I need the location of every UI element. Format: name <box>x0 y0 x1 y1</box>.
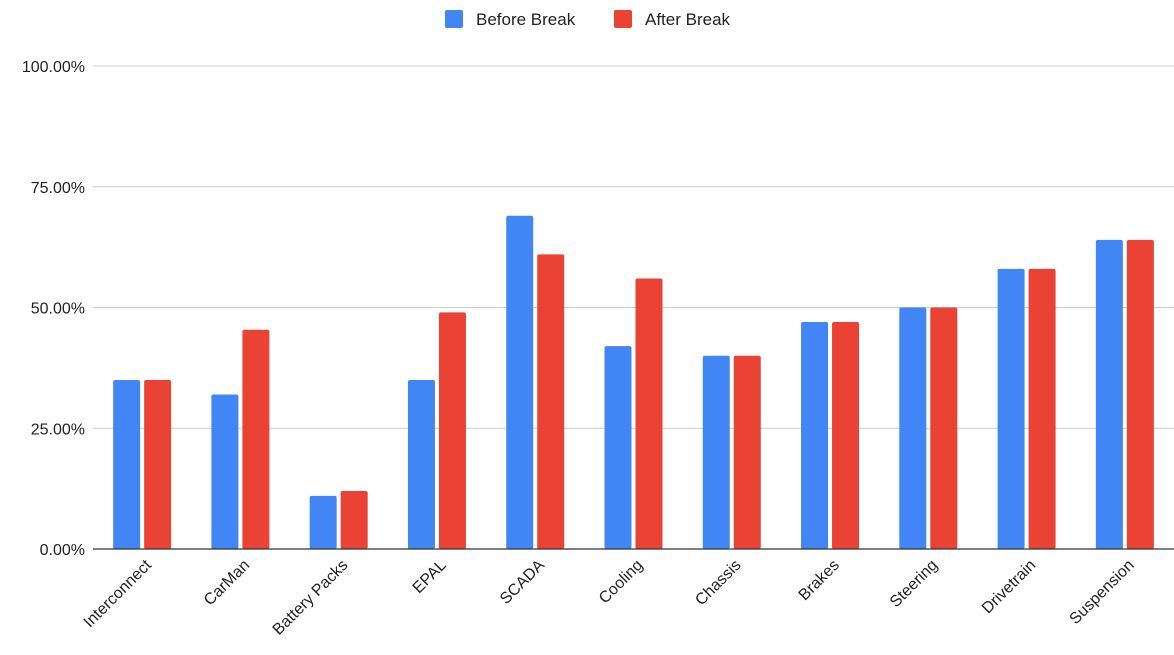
legend-label-before-break: Before Break <box>476 10 576 29</box>
y-tick-label: 25.00% <box>31 421 85 438</box>
bar-before-break-chassis <box>702 355 730 549</box>
bar-before-break-epal <box>407 379 435 549</box>
x-category-label: Cooling <box>596 557 646 607</box>
bar-after-break-chassis <box>733 355 761 549</box>
gridlines <box>93 65 1174 429</box>
bar-before-break-steering <box>899 307 927 549</box>
y-tick-label: 75.00% <box>31 180 85 197</box>
x-category-label: Interconnect <box>81 556 156 631</box>
bar-after-break-interconnect <box>144 379 172 549</box>
x-category-label: CarMan <box>201 557 253 609</box>
bar-before-break-cooling <box>604 346 632 549</box>
y-tick-label: 0.00% <box>40 542 85 559</box>
x-category-label: Steering <box>887 557 941 611</box>
x-category-label: Battery Packs <box>270 557 352 639</box>
y-axis-tick-labels: 0.00% 25.00% 50.00% 75.00% 100.00% <box>22 59 85 559</box>
y-tick-label: 100.00% <box>22 59 85 76</box>
legend-swatch-after-break <box>614 10 632 28</box>
bar-before-break-carman <box>211 394 239 549</box>
bar-after-break-cooling <box>635 278 663 549</box>
bar-after-break-carman <box>242 329 270 549</box>
legend: Before Break After Break <box>445 10 731 29</box>
bar-before-break-brakes <box>801 321 829 549</box>
x-category-label: Brakes <box>796 557 843 604</box>
x-category-label: Chassis <box>692 557 744 609</box>
bar-before-break-suspension <box>1095 239 1123 549</box>
x-category-label: Suspension <box>1067 557 1138 628</box>
bar-after-break-brakes <box>832 321 860 549</box>
x-category-label: SCADA <box>497 557 548 608</box>
x-axis-category-labels: Interconnect CarMan Battery Packs EPAL SCADA… <box>81 556 1138 638</box>
bar-after-break-battery-packs <box>340 491 368 549</box>
x-category-label: EPAL <box>410 557 450 597</box>
legend-swatch-before-break <box>445 10 463 28</box>
bar-before-break-interconnect <box>113 379 141 549</box>
legend-label-after-break: After Break <box>645 10 731 29</box>
bars <box>113 215 1154 550</box>
bar-after-break-epal <box>438 312 466 549</box>
x-category-label: Drivetrain <box>979 557 1039 617</box>
bar-after-break-scada <box>537 254 565 549</box>
bar-before-break-drivetrain <box>997 268 1025 549</box>
bar-before-break-battery-packs <box>309 495 337 549</box>
bar-after-break-suspension <box>1126 239 1154 549</box>
bar-after-break-steering <box>930 307 958 549</box>
y-tick-label: 50.00% <box>31 301 85 318</box>
bar-after-break-drivetrain <box>1028 268 1056 549</box>
bar-before-break-scada <box>506 215 534 550</box>
